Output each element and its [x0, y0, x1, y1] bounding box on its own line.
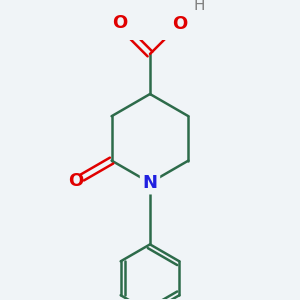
Text: O: O — [112, 14, 127, 32]
Text: H: H — [193, 0, 205, 13]
Text: O: O — [68, 172, 83, 190]
Text: N: N — [142, 174, 158, 192]
Text: O: O — [172, 15, 188, 33]
